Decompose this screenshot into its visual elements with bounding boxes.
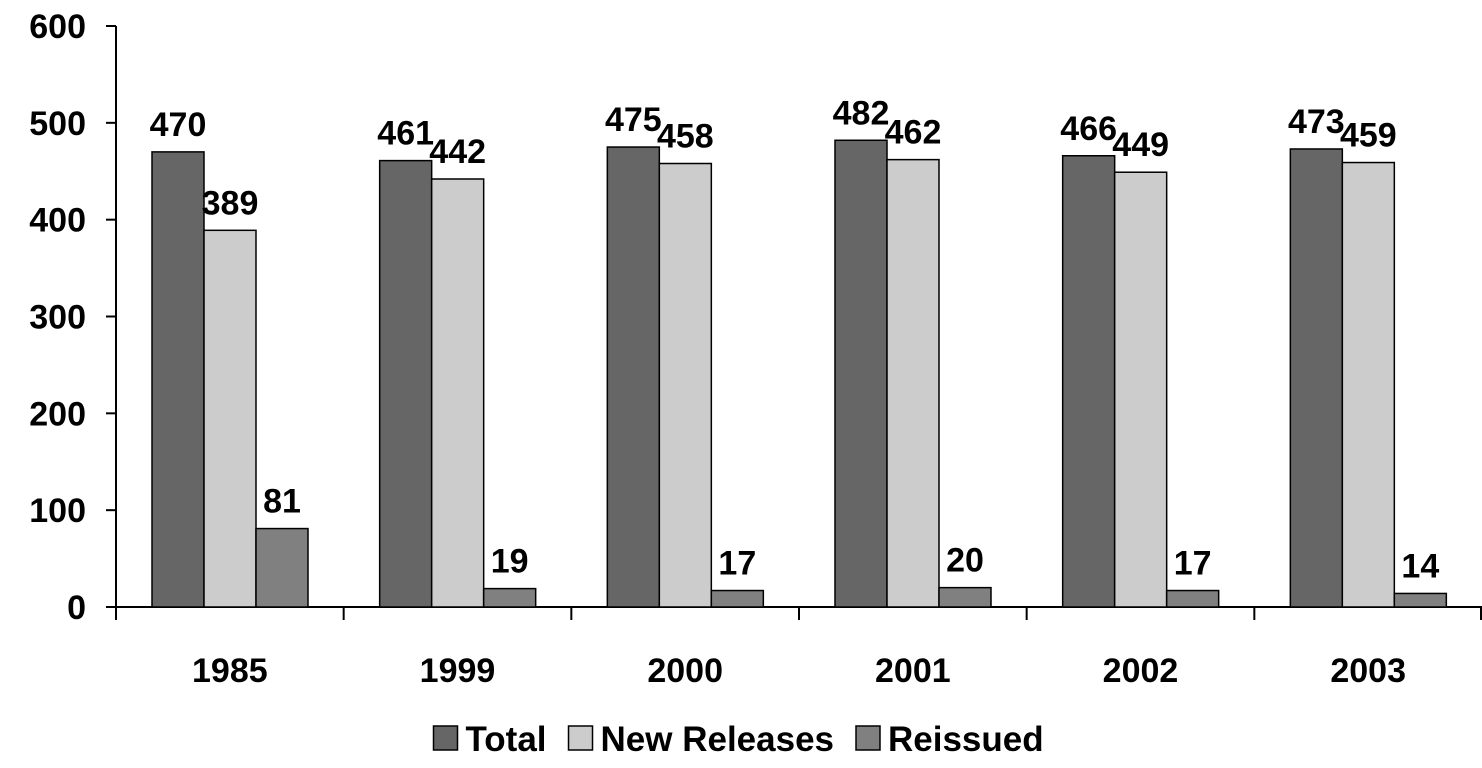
y-tick-label: 0	[67, 589, 86, 627]
legend-label: Reissued	[888, 720, 1044, 759]
data-label: 442	[429, 133, 486, 171]
y-tick-label: 300	[29, 299, 86, 337]
y-tick-label: 200	[29, 395, 86, 433]
x-tick-label: 2000	[647, 652, 723, 690]
bar-reissued	[255, 527, 309, 608]
data-label: 14	[1401, 547, 1439, 585]
bar-reissued	[1165, 589, 1220, 608]
bar-new-releases	[430, 178, 485, 608]
bar-new-releases	[658, 162, 713, 608]
data-label: 458	[657, 118, 714, 156]
bars	[151, 139, 1448, 608]
legend-label: New Releases	[601, 720, 834, 759]
data-label: 461	[377, 115, 434, 153]
bar-new-releases	[886, 158, 940, 608]
bar-reissued	[1393, 592, 1448, 608]
y-tick-label: 600	[29, 8, 86, 46]
bar-total	[151, 151, 205, 608]
y-tick-label: 500	[29, 105, 86, 143]
data-label: 81	[263, 483, 301, 521]
bar-new-releases	[1341, 161, 1396, 608]
data-label: 482	[833, 94, 890, 132]
data-label: 17	[718, 545, 756, 583]
bar-total	[606, 146, 661, 608]
bar-total	[378, 159, 433, 608]
x-tick-label: 2001	[875, 652, 951, 690]
x-axis: 1985 1999 2000 2001 2002 2003	[115, 606, 1482, 690]
bar-reissued	[710, 589, 765, 608]
data-label: 470	[150, 106, 207, 144]
legend-swatch	[432, 725, 459, 751]
y-tick-label: 400	[29, 202, 86, 240]
legend-label: Total	[466, 720, 547, 759]
bar-reissued	[482, 587, 537, 608]
data-label: 17	[1174, 545, 1212, 583]
x-tick-label: 2003	[1330, 652, 1406, 690]
data-label: 20	[946, 542, 984, 580]
data-label: 466	[1060, 110, 1117, 148]
bar-new-releases	[1113, 171, 1168, 608]
bar-total	[834, 139, 888, 608]
data-label: 389	[202, 184, 259, 222]
data-label: 449	[1112, 126, 1169, 164]
legend: Total New Releases Reissued	[432, 720, 1044, 759]
x-tick-label: 1999	[420, 652, 496, 690]
data-label: 473	[1288, 103, 1345, 141]
bar-reissued	[938, 586, 992, 608]
data-label: 462	[885, 114, 942, 152]
y-tick-label: 100	[29, 492, 86, 530]
y-axis: 0 100 200 300 400 500 600	[29, 8, 117, 627]
data-label: 459	[1340, 117, 1397, 155]
data-label: 475	[605, 101, 662, 139]
bar-total	[1289, 148, 1344, 608]
bar-total	[1061, 155, 1116, 608]
x-tick-label: 2002	[1103, 652, 1179, 690]
bar-new-releases	[203, 229, 257, 608]
data-label: 19	[491, 543, 529, 581]
legend-swatch	[855, 725, 881, 751]
x-tick-label: 1985	[192, 652, 268, 690]
legend-swatch	[567, 725, 594, 751]
